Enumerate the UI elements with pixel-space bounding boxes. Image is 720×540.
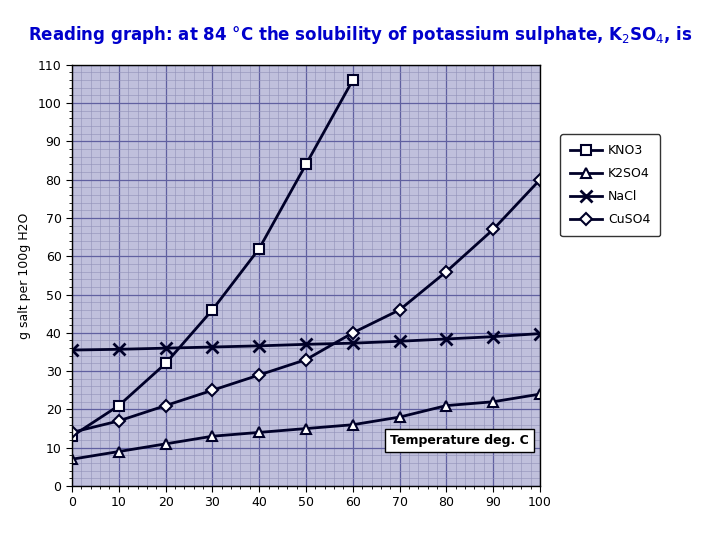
NaCl [442,336,451,342]
NaCl [114,346,123,353]
Legend: KNO3, K2SO4, NaCl, CuSO4: KNO3, K2SO4, NaCl, CuSO4 [560,134,660,236]
KNO3 [161,360,170,367]
NaCl [255,342,264,349]
KNO3 [68,433,76,440]
Text: Reading graph: at 84 °C the solubility of potassium sulphate, K$_2$SO$_4$, is: Reading graph: at 84 °C the solubility o… [28,24,692,46]
KNO3 [302,161,310,167]
CuSO4 [395,307,404,313]
NaCl [348,340,357,347]
Y-axis label: g salt per 100g H2O: g salt per 100g H2O [18,212,31,339]
K2SO4 [208,433,217,440]
CuSO4 [114,417,123,424]
Line: CuSO4: CuSO4 [68,176,544,436]
K2SO4 [161,441,170,447]
NaCl [161,345,170,352]
Line: KNO3: KNO3 [67,75,358,441]
K2SO4 [114,448,123,455]
CuSO4 [536,177,544,183]
CuSO4 [348,329,357,336]
K2SO4 [348,422,357,428]
CuSO4 [161,402,170,409]
NaCl [68,347,76,353]
K2SO4 [489,399,498,405]
KNO3 [208,307,217,313]
NaCl [536,330,544,337]
NaCl [302,341,310,348]
CuSO4 [302,356,310,363]
K2SO4 [395,414,404,420]
CuSO4 [68,429,76,436]
NaCl [395,338,404,345]
Line: NaCl: NaCl [66,328,546,356]
CuSO4 [255,372,264,378]
K2SO4 [68,456,76,462]
CuSO4 [442,268,451,275]
CuSO4 [208,387,217,394]
K2SO4 [255,429,264,436]
CuSO4 [489,226,498,233]
K2SO4 [536,391,544,397]
NaCl [208,344,217,350]
Text: Temperature deg. C: Temperature deg. C [390,434,529,447]
K2SO4 [302,426,310,432]
KNO3 [348,77,357,83]
NaCl [489,333,498,340]
Line: K2SO4: K2SO4 [67,389,545,464]
K2SO4 [442,402,451,409]
KNO3 [114,402,123,409]
KNO3 [255,245,264,252]
